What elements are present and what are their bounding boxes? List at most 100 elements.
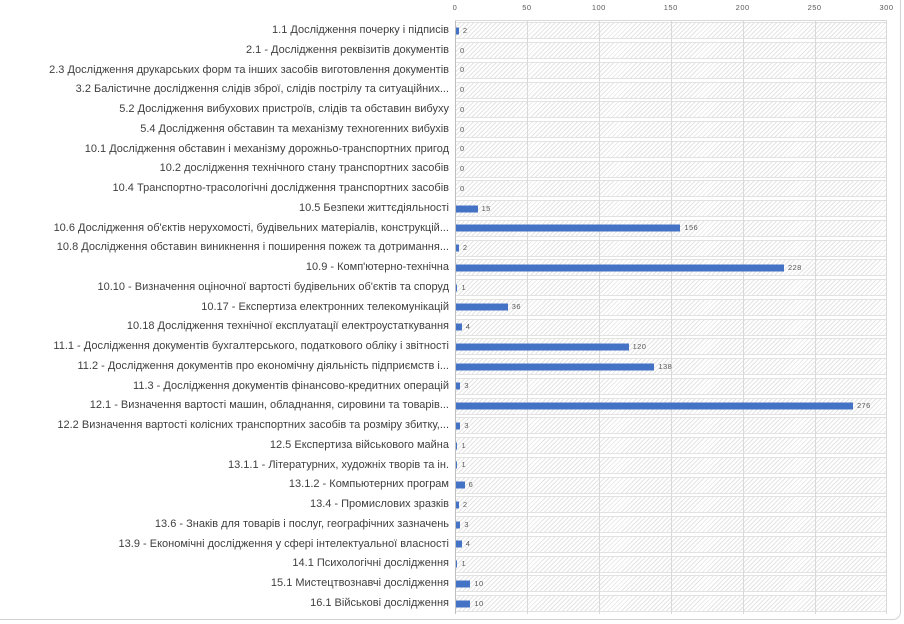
data-label: 0 bbox=[460, 183, 465, 193]
category-label: 10.5 Безпеки життєдіяльності bbox=[298, 201, 449, 214]
bar bbox=[456, 382, 461, 390]
category-band: 0 bbox=[455, 121, 887, 139]
category-label: 1.1 Дослідження почерку і підписів bbox=[272, 24, 449, 36]
bar bbox=[456, 303, 508, 311]
x-tick-label: 250 bbox=[807, 3, 822, 12]
bar bbox=[456, 264, 784, 272]
category-label: 2.1 - Дослідження реквізитів документів bbox=[245, 43, 449, 56]
bar bbox=[456, 27, 459, 35]
chart-row: 10.17 - Експертиза електронних телекомун… bbox=[0, 298, 887, 318]
chart-row: 10.4 Транспортно-трасологічні дослідженн… bbox=[0, 179, 887, 199]
chart-row: 5.2 Дослідження вибухових пристроїв, слі… bbox=[0, 100, 887, 120]
category-label: 5.4 Дослідження обставин та механізму те… bbox=[140, 122, 449, 135]
data-label: 10 bbox=[474, 578, 484, 588]
chart-row: 10.5 Безпеки життєдіяльності 15 bbox=[0, 199, 887, 219]
category-label: 10.1 Дослідження обставин і механізму до… bbox=[84, 142, 449, 155]
category-band: 156 bbox=[455, 219, 887, 237]
category-label: 10.17 - Експертиза електронних телекомун… bbox=[201, 300, 449, 313]
bar bbox=[456, 363, 655, 371]
category-label: 12.5 Експертиза військового майна bbox=[269, 438, 449, 451]
chart-row: 15.1 Мистецтвознавчі дослідження 10 bbox=[0, 574, 887, 594]
data-label: 0 bbox=[460, 45, 465, 55]
category-label: 13.4 - Промислових зразків bbox=[309, 498, 449, 510]
category-band: 2 bbox=[455, 22, 887, 40]
category-label: 12.1 - Визначення вартості машин, обладн… bbox=[89, 399, 449, 412]
data-label: 156 bbox=[684, 223, 699, 233]
x-tick-label: 300 bbox=[879, 3, 894, 12]
category-band: 1 bbox=[455, 456, 887, 474]
category-label: 11.1 - Дослідження документів бухгалтерс… bbox=[53, 340, 449, 352]
bar bbox=[456, 521, 461, 529]
bar bbox=[456, 501, 459, 509]
data-label: 276 bbox=[856, 401, 871, 411]
x-tick-label: 0 bbox=[452, 3, 458, 12]
category-label: 10.8 Дослідження обставин виникнення і п… bbox=[56, 241, 449, 254]
data-label: 1 bbox=[461, 282, 467, 292]
bar bbox=[456, 284, 458, 292]
category-band: 276 bbox=[455, 397, 887, 415]
category-band: 0 bbox=[455, 140, 887, 158]
category-band: 1 bbox=[455, 279, 887, 297]
x-tick-label: 150 bbox=[663, 3, 678, 12]
category-label: 13.1.1 - Літературних, художніх творів т… bbox=[227, 458, 449, 471]
bar bbox=[456, 402, 853, 410]
bar bbox=[456, 323, 462, 331]
category-label: 3.2 Балістичне дослідження слідів зброї,… bbox=[75, 83, 449, 96]
bar bbox=[456, 224, 681, 232]
chart-row: 13.6 - Знаків для товарів і послуг, геог… bbox=[0, 515, 887, 535]
bar bbox=[456, 442, 458, 450]
category-band: 138 bbox=[455, 358, 887, 376]
category-label: 13.1.2 - Компьютерних програм bbox=[288, 478, 449, 491]
category-band: 0 bbox=[455, 81, 887, 99]
category-band: 6 bbox=[455, 476, 887, 494]
bar bbox=[456, 205, 478, 213]
category-band: 228 bbox=[455, 259, 887, 277]
chart-row: 10.18 Дослідження технічної експлуатації… bbox=[0, 317, 887, 337]
category-band: 0 bbox=[455, 101, 887, 119]
data-label: 228 bbox=[787, 262, 802, 272]
data-label: 0 bbox=[460, 144, 465, 154]
category-label: 16.1 Військові дослідження bbox=[310, 596, 449, 609]
chart-row: 11.3 - Дослідження документів фінансово-… bbox=[0, 377, 887, 397]
category-label: 10.9 - Комп'ютерно-технічна bbox=[305, 261, 449, 273]
chart-row: 10.6 Дослідження об'єктів нерухомості, б… bbox=[0, 219, 887, 239]
category-band: 4 bbox=[455, 535, 887, 553]
category-label: 10.2 дослідження технічного стану трансп… bbox=[159, 162, 449, 175]
chart-row: 2.3 Дослідження друкарських форм та інши… bbox=[0, 61, 887, 81]
chart-row: 12.1 - Визначення вартості машин, обладн… bbox=[0, 396, 887, 416]
category-label: 11.2 - Дослідження документів про економ… bbox=[77, 359, 449, 372]
category-band: 0 bbox=[455, 42, 887, 60]
chart-row: 10.8 Дослідження обставин виникнення і п… bbox=[0, 238, 887, 258]
data-label: 6 bbox=[468, 480, 474, 490]
category-label: 15.1 Мистецтвознавчі дослідження bbox=[270, 577, 449, 589]
category-band: 120 bbox=[455, 338, 887, 356]
category-band: 36 bbox=[455, 298, 887, 316]
chart-row: 3.2 Балістичне дослідження слідів зброї,… bbox=[0, 80, 887, 100]
data-label: 0 bbox=[460, 85, 465, 95]
category-label: 14.1 Психологічні дослідження bbox=[292, 557, 449, 570]
chart-row: 13.4 - Промислових зразків 2 bbox=[0, 495, 887, 515]
category-band: 3 bbox=[455, 516, 887, 534]
chart-row: 13.1.1 - Літературних, художніх творів т… bbox=[0, 456, 887, 476]
x-tick-label: 50 bbox=[522, 3, 532, 12]
bar bbox=[456, 580, 471, 588]
category-band: 15 bbox=[455, 200, 887, 218]
category-label: 13.6 - Знаків для товарів і послуг, геог… bbox=[154, 517, 449, 530]
bar bbox=[456, 600, 471, 608]
bar bbox=[456, 461, 458, 469]
category-label: 11.3 - Дослідження документів фінансово-… bbox=[133, 379, 449, 392]
data-label: 0 bbox=[460, 164, 465, 174]
chart-row: 11.1 - Дослідження документів бухгалтерс… bbox=[0, 337, 887, 357]
data-label: 3 bbox=[464, 519, 469, 529]
chart-row: 10.9 - Комп'ютерно-технічна 228 bbox=[0, 258, 887, 278]
data-label: 36 bbox=[511, 302, 521, 312]
category-label: 10.6 Дослідження об'єктів нерухомості, б… bbox=[53, 221, 449, 234]
chart-row: 1.1 Дослідження почерку і підписів 2 bbox=[0, 21, 887, 41]
chart-row: 5.4 Дослідження обставин та механізму те… bbox=[0, 120, 887, 140]
chart-row: 10.1 Дослідження обставин і механізму до… bbox=[0, 140, 887, 160]
data-label: 0 bbox=[460, 65, 465, 75]
x-axis-ticks: 0 50 100 150 200 250 300 bbox=[0, 0, 900, 16]
data-label: 120 bbox=[632, 341, 647, 351]
chart-row: 13.9 - Економічні дослідження у сфері ін… bbox=[0, 535, 887, 555]
